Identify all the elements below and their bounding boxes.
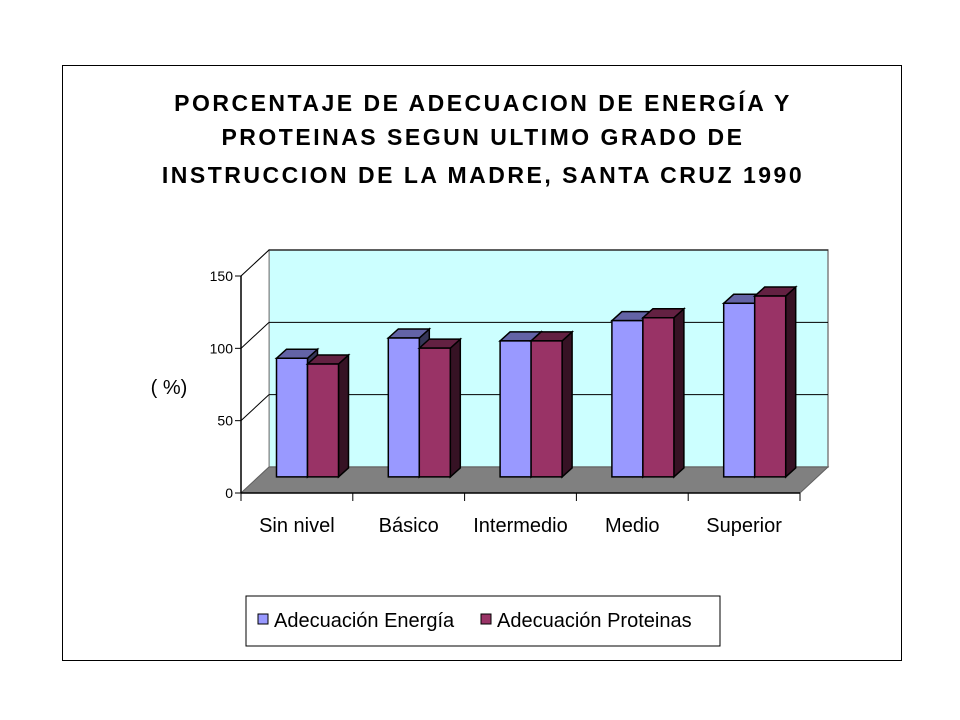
chart-frame: PORCENTAJE DE ADECUACION DE ENERGÍA Y PR… [62, 65, 902, 661]
chart-title-line-1: PORCENTAJE DE ADECUACION DE ENERGÍA Y [174, 89, 792, 116]
bar-front [753, 295, 787, 478]
plot-area: 0 50 100 150 Sin nivel Básico Intermedio Medio S… [210, 248, 830, 537]
gridline-side [240, 249, 270, 277]
x-category-label: Sin nivel [259, 515, 335, 537]
bar-front [530, 340, 563, 478]
legend: Adecuación Energía Adecuación Proteinas [245, 595, 721, 647]
bar-front [275, 357, 309, 478]
chart-title-line-2: PROTEINAS SEGUN ULTIMO GRADO DE [221, 124, 744, 150]
y-axis-label: ( %) [151, 377, 188, 399]
bar-front [387, 337, 421, 478]
chart-svg: PORCENTAJE DE ADECUACION DE ENERGÍA Y PR… [151, 89, 830, 647]
gridline-side [240, 394, 270, 422]
x-category-label: Intermedio [473, 515, 568, 537]
bar-front [499, 340, 532, 478]
chart-title: PORCENTAJE DE ADECUACION DE ENERGÍA Y PR… [162, 89, 804, 188]
y-tick-label: 100 [210, 340, 234, 356]
bar-side [449, 337, 462, 479]
y-tick-label: 0 [225, 485, 233, 501]
bar-side [337, 353, 350, 479]
gridline-side [240, 321, 270, 349]
plot-side-wall [240, 248, 270, 495]
bar-front [418, 347, 452, 478]
bar-side [673, 307, 685, 479]
bar-side [784, 285, 797, 479]
legend-swatch-energia [257, 613, 269, 625]
bar-front [642, 316, 675, 478]
x-category-label: Básico [379, 515, 439, 537]
y-tick-label: 150 [210, 268, 234, 284]
bar-side [561, 330, 573, 479]
x-category-label: Superior [706, 515, 782, 537]
bar-front [306, 363, 340, 478]
bar-front [722, 302, 756, 478]
x-category-label: Medio [605, 515, 659, 537]
legend-swatch-proteinas [480, 613, 492, 625]
chart-title-line-3: INSTRUCCION DE LA MADRE, SANTA CRUZ 1990 [162, 162, 804, 188]
legend-label-energia: Adecuación Energía [274, 610, 455, 632]
y-tick-label: 50 [217, 413, 233, 429]
bar-front [611, 319, 644, 478]
legend-label-proteinas: Adecuación Proteinas [497, 610, 692, 632]
